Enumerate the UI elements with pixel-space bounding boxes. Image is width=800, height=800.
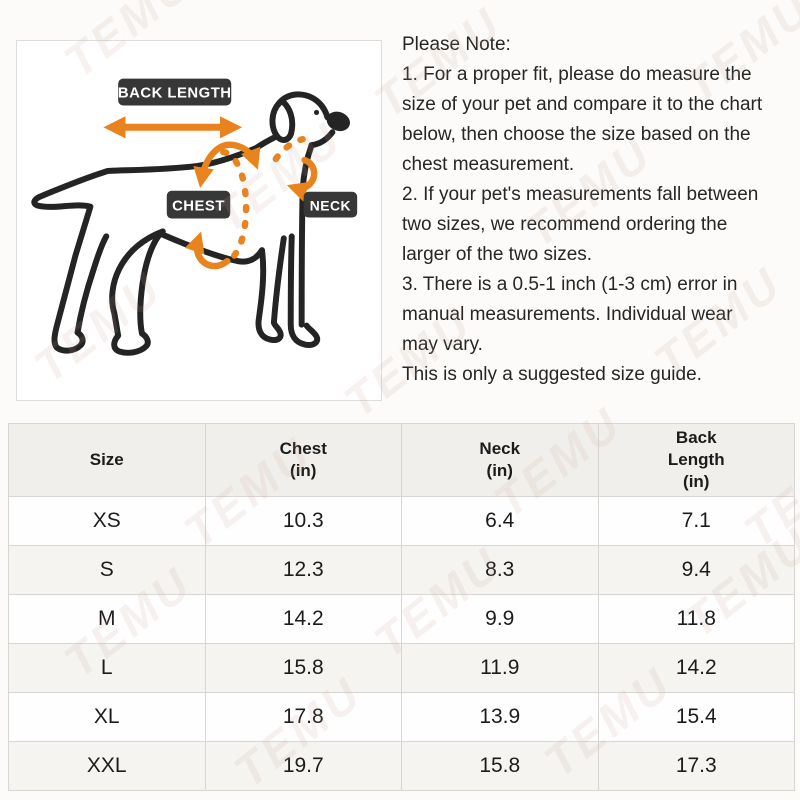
note-line: two sizes, we recommend ordering the: [402, 214, 728, 235]
cell-back-length: 11.8: [597, 594, 795, 644]
cell-neck: 8.3: [401, 545, 599, 595]
dog-nose: [326, 111, 350, 132]
col-header-label: Back: [675, 427, 717, 447]
note-line: 3. There is a 0.5-1 inch (1-3 cm) error …: [402, 274, 738, 295]
cell-back-length: 9.4: [597, 545, 795, 595]
chest-label: CHEST: [172, 199, 225, 215]
cell-chest: 14.2: [204, 594, 402, 644]
neck-wrap-arrow: [286, 156, 318, 202]
please-note-text: Please Note: 1. For a proper fit, please…: [402, 30, 798, 390]
cell-size: M: [8, 594, 206, 644]
back-length-label: BACK LENGTH: [118, 86, 232, 102]
cell-chest: 17.8: [204, 692, 402, 742]
chest-label-bg: [166, 190, 231, 219]
note-line: larger of the two sizes.: [402, 244, 593, 265]
cell-neck: 6.4: [401, 496, 599, 546]
cell-neck: 13.9: [401, 692, 599, 742]
chest-wrap-arrow-top: [193, 141, 261, 188]
dog-outline: [31, 91, 336, 356]
cell-neck: 11.9: [401, 643, 599, 693]
col-header-size: Size: [8, 423, 206, 497]
cell-neck: 9.9: [401, 594, 599, 644]
cell-size: XS: [8, 496, 206, 546]
note-line: 1. For a proper fit, please do measure t…: [402, 64, 752, 85]
table-row-m: M 14.2 9.9 11.8: [8, 594, 795, 644]
col-header-neck: Neck (in): [401, 423, 599, 497]
header-row: Size Chest (in) Neck (in) Back Length: [8, 423, 795, 497]
back-length-label-bg: [118, 78, 232, 106]
neck-label-bg: [303, 191, 358, 218]
cell-neck: 15.8: [401, 741, 599, 791]
note-line: This is only a suggested size guide.: [402, 364, 702, 385]
col-header-back-length: Back Length (in): [597, 423, 795, 497]
note-line: size of your pet and compare it to the c…: [402, 94, 763, 115]
size-chart-table: Size Chest (in) Neck (in) Back Length: [8, 423, 795, 791]
note-line: chest measurement.: [402, 154, 575, 175]
table-row-l: L 15.8 11.9 14.2: [8, 643, 795, 693]
chest-wrap-arrow-bottom: [184, 231, 231, 270]
table-row-xxl: XXL 19.7 15.8 17.3: [8, 741, 795, 791]
cell-size: S: [8, 545, 206, 595]
col-header-label: (in): [290, 461, 317, 480]
note-line: below, then choose the size based on the: [402, 124, 751, 145]
neck-girth-dashed: [272, 135, 306, 163]
table-row-s: S 12.3 8.3 9.4: [8, 545, 795, 595]
col-header-chest: Chest (in): [204, 423, 402, 497]
cell-back-length: 15.4: [597, 692, 795, 742]
col-header-label: (in): [683, 472, 710, 492]
dog-eye: [313, 109, 320, 115]
dog-measurement-illustration: BACK LENGTH CHEST NECK: [31, 78, 358, 356]
note-line: 2. If your pet's measurements fall betwe…: [402, 184, 759, 205]
measurement-arrows: [103, 116, 318, 270]
cell-chest: 12.3: [204, 545, 402, 595]
cell-back-length: 7.1: [597, 496, 795, 546]
cell-chest: 10.3: [204, 496, 402, 546]
note-heading: Please Note:: [402, 34, 511, 55]
size-chart-section: Size Chest (in) Neck (in) Back Length: [8, 423, 795, 791]
col-header-label: Neck: [479, 438, 521, 458]
cell-back-length: 14.2: [597, 643, 795, 693]
table-row-xs: XS 10.3 6.4 7.1: [8, 496, 795, 546]
col-header-label: Length: [667, 449, 725, 469]
cell-chest: 15.8: [204, 643, 402, 693]
neck-label: NECK: [310, 198, 351, 214]
cell-size: XL: [8, 692, 206, 742]
table-row-xl: XL 17.8 13.9 15.4: [8, 692, 795, 742]
col-header-label: (in): [486, 461, 513, 480]
cell-size: L: [8, 643, 206, 693]
note-line: manual measurements. Individual wear: [402, 304, 733, 325]
cell-chest: 19.7: [204, 741, 402, 791]
cell-back-length: 17.3: [597, 741, 795, 791]
size-diagram: BACK LENGTH CHEST NECK: [16, 40, 382, 401]
cell-size: XXL: [8, 741, 206, 791]
diagram-labels: BACK LENGTH CHEST NECK: [118, 78, 358, 219]
col-header-label: Chest: [279, 438, 327, 458]
col-header-label: Size: [89, 449, 124, 469]
note-line: may vary.: [402, 334, 483, 355]
